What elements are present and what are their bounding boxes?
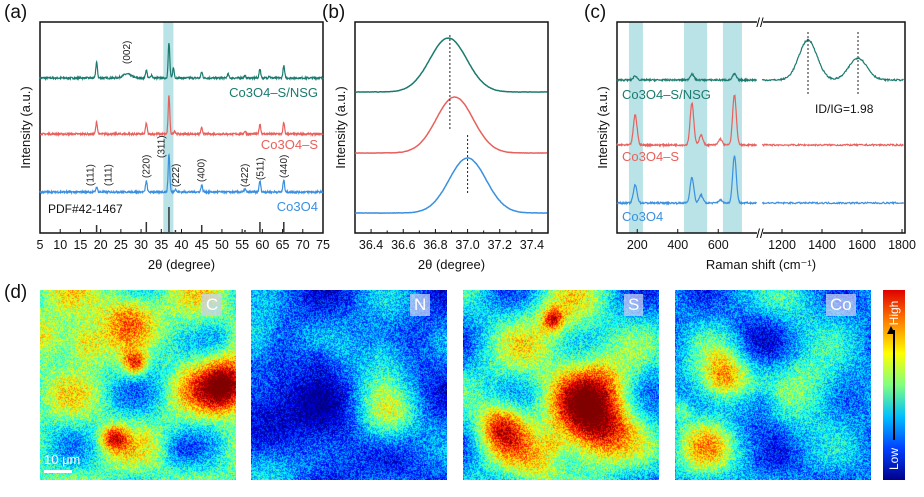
hkl-label: (111)	[104, 164, 115, 186]
raman-line	[761, 38, 904, 83]
axis-break	[757, 15, 763, 240]
y-axis-label: Intensity (a.u.)	[18, 86, 33, 168]
x-axis-label: Raman shift (cm⁻¹)	[706, 257, 816, 272]
y-axis-label: Intensity (a.u.)	[595, 86, 610, 168]
raman-line	[616, 155, 758, 206]
x-tick-label: 600	[708, 238, 729, 252]
panel-label-c: (c)	[584, 2, 607, 23]
x-tick-label: 30	[134, 238, 148, 252]
hkl-label: (111)	[86, 164, 97, 186]
hkl-label: (400)	[197, 159, 208, 182]
x-tick-label: 35	[154, 238, 168, 252]
xrd-line	[39, 95, 324, 138]
hkl-label: (002)	[122, 41, 133, 64]
colorbar-arrow	[893, 330, 895, 440]
x-tick-label: 50	[215, 238, 229, 252]
hkl-label: (511)	[256, 157, 267, 180]
map-label-n: N	[410, 294, 431, 316]
arrow-up-icon	[887, 326, 895, 334]
panel-label-d: (d)	[4, 282, 28, 303]
x-axis-label: 2θ (degree)	[148, 257, 215, 272]
x-tick-label: 45	[195, 238, 209, 252]
panel-label-a: (a)	[4, 2, 28, 23]
map-label-s: S	[624, 294, 644, 316]
x-tick-label: 20	[94, 238, 108, 252]
map-label-c: C	[202, 294, 223, 316]
x-tick-label: 36.8	[423, 238, 447, 252]
x-tick-label: 10	[53, 238, 67, 252]
x-tick-label: 36.4	[359, 238, 383, 252]
x-tick-label: 37.2	[488, 238, 512, 252]
axis-break-mark: //	[756, 15, 764, 30]
scale-bar	[44, 470, 72, 473]
map-s	[463, 290, 659, 480]
x-tick-label: 15	[73, 238, 87, 252]
x-tick-label: 36.6	[391, 238, 415, 252]
x-tick-label: 60	[255, 238, 269, 252]
x-tick-label: 70	[296, 238, 310, 252]
x-tick-label: 400	[667, 238, 688, 252]
map-label-co: Co	[826, 294, 856, 316]
x-tick-label: 5	[37, 238, 44, 252]
x-tick-label: 1400	[808, 238, 836, 252]
y-axis-label: Intensity (a.u.)	[333, 86, 348, 168]
raman-line	[761, 142, 904, 148]
hkl-label: (311)	[156, 135, 167, 158]
x-tick-label: 37.0	[455, 238, 479, 252]
hkl-label: (440)	[279, 155, 290, 178]
x-tick-label: 40	[175, 238, 189, 252]
raman-line	[761, 201, 905, 206]
panel-label-b: (b)	[322, 2, 346, 23]
scale-bar-label: 10 μm	[44, 452, 81, 467]
series-label-nsg-c: Co3O4–S/NSG	[622, 87, 711, 102]
x-tick-label: 37.4	[520, 238, 544, 252]
xrd-peak-line	[354, 157, 548, 214]
x-tick-label: 1800	[888, 238, 916, 252]
highlight-band	[163, 22, 174, 233]
xrd-line	[39, 43, 324, 82]
x-tick-label: 1200	[768, 238, 796, 252]
x-tick-label: 55	[235, 238, 249, 252]
hkl-label: (220)	[141, 155, 152, 178]
series-label-s-a: Co3O4–S	[260, 137, 318, 152]
map-n	[251, 290, 447, 480]
axis-break-mark: //	[756, 226, 764, 241]
highlight-band	[628, 22, 643, 233]
x-tick-label: 75	[316, 238, 330, 252]
x-tick-label: 200	[627, 238, 648, 252]
reference-label: PDF#42-1467	[48, 202, 123, 216]
colorbar-low: Low	[887, 448, 901, 471]
highlight-band	[684, 22, 708, 233]
colorbar-high: High	[887, 300, 901, 326]
xrd-peak-line	[354, 37, 548, 93]
hkl-label: (422)	[240, 164, 251, 187]
map-co	[675, 290, 871, 480]
axes-frame	[354, 21, 549, 234]
x-axis-label: 2θ (degree)	[418, 257, 485, 272]
x-tick-label: 1600	[848, 238, 876, 252]
map-c	[40, 290, 236, 480]
xrd-line	[39, 152, 324, 196]
series-label-s-c: Co3O4–S	[622, 149, 680, 164]
series-label-co-a: Co3O4	[276, 199, 318, 214]
series-label-co-c: Co3O4	[622, 209, 664, 224]
hkl-label: (222)	[171, 164, 182, 187]
x-tick-label: 65	[276, 238, 290, 252]
x-tick-label: 25	[114, 238, 128, 252]
series-label-nsg-a: Co3O4–S/NSG	[229, 85, 318, 100]
xrd-peak-line	[354, 96, 548, 154]
ratio-annotation: ID/IG=1.98	[815, 102, 874, 116]
raman-line	[616, 72, 758, 83]
raman-line	[616, 94, 758, 149]
